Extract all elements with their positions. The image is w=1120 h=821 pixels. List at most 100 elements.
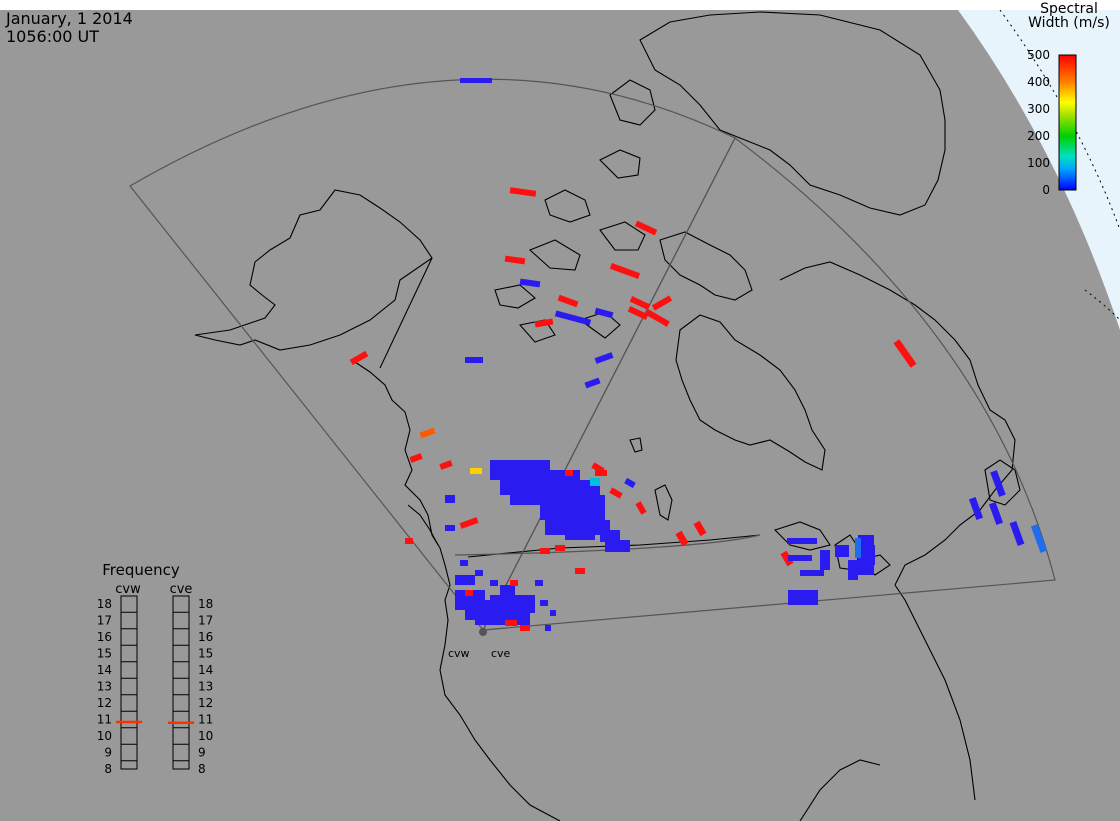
- frequency-scale-label: 17: [198, 614, 213, 628]
- frequency-scale-label: 9: [198, 746, 206, 760]
- echo-cell: [787, 538, 817, 544]
- echo-cell: [349, 350, 369, 366]
- echo-cell: [609, 263, 641, 279]
- echo-cell: [848, 560, 858, 580]
- echo-cell: [535, 580, 543, 586]
- fov-inner-arc: [454, 534, 761, 556]
- frequency-title: Frequency: [102, 561, 180, 579]
- frequency-scale-label: 17: [97, 614, 112, 628]
- echo-cell: [520, 595, 535, 605]
- echo-cell: [550, 610, 556, 616]
- echo-cell: [419, 427, 436, 439]
- frequency-scale-label: 16: [198, 630, 213, 644]
- echo-cell: [545, 625, 551, 631]
- echo-cell: [594, 307, 614, 319]
- echo-cell: [575, 568, 585, 574]
- echo-cell: [409, 453, 423, 463]
- echo-cell: [893, 339, 917, 368]
- echo-cell: [627, 306, 649, 320]
- time-label: 1056:00 UT: [6, 27, 99, 46]
- echo-cell: [800, 570, 824, 576]
- frequency-bar-cvw: [120, 595, 138, 770]
- echo-cell: [505, 620, 517, 626]
- echo-cell: [519, 278, 541, 288]
- echo-cell: [835, 545, 849, 557]
- colorbar-tick-label: 300: [1027, 102, 1050, 116]
- echo-cell: [545, 520, 575, 535]
- echo-cell: [439, 460, 453, 470]
- echo-cell: [540, 548, 550, 554]
- radar-site-marker: [479, 628, 487, 636]
- echo-cell: [557, 294, 579, 308]
- echo-cell: [465, 590, 473, 596]
- frequency-scale-label: 14: [198, 663, 213, 677]
- echo-cell: [675, 530, 689, 547]
- colorbar-title-line2: Width (m/s): [1028, 15, 1110, 31]
- echo-cell: [820, 550, 830, 570]
- frequency-scale-label: 16: [97, 630, 112, 644]
- echo-cell: [534, 318, 554, 328]
- echo-cell: [988, 501, 1004, 526]
- echo-cell: [590, 478, 600, 486]
- echo-cell: [445, 525, 455, 531]
- echo-cell: [465, 357, 483, 363]
- echo-cell: [525, 605, 535, 613]
- frequency-bar-cve: [172, 595, 190, 770]
- frequency-label-cve: cve: [170, 582, 193, 597]
- echo-cell: [624, 477, 636, 489]
- frequency-label-cvw: cvw: [115, 582, 141, 597]
- frequency-scale-label: 15: [198, 647, 213, 661]
- echo-cell: [554, 310, 592, 326]
- echo-cell: [475, 570, 483, 576]
- echo-cell: [605, 540, 630, 552]
- frequency-scale-label: 12: [198, 696, 213, 710]
- echo-cell: [595, 470, 607, 476]
- echo-cell: [609, 487, 623, 499]
- echo-cell: [460, 78, 492, 83]
- echo-cell: [645, 309, 670, 327]
- echo-cell: [459, 517, 479, 529]
- echo-cell: [968, 496, 984, 521]
- colorbar-gradient: [1058, 54, 1077, 191]
- frequency-scale-label: 10: [198, 729, 213, 743]
- echo-cell: [520, 625, 530, 631]
- date-label: January, 1 2014: [5, 9, 133, 28]
- echo-cell: [590, 505, 605, 525]
- echo-cell: [635, 501, 647, 515]
- colorbar-tick-label: 500: [1027, 48, 1050, 62]
- echo-cell: [515, 615, 530, 625]
- colorbar-tick-label: 0: [1042, 183, 1050, 197]
- colorbar-title-line1: Spectral: [1040, 1, 1098, 17]
- echo-cell: [594, 352, 614, 364]
- frequency-scale-label: 10: [97, 729, 112, 743]
- frequency-scale-label: 13: [198, 680, 213, 694]
- frequency-scale-label: 9: [104, 746, 112, 760]
- dayside-region: [958, 10, 1120, 330]
- echo-cell: [651, 295, 673, 311]
- frequency-scale-label: 15: [97, 647, 112, 661]
- echo-cell: [855, 538, 861, 558]
- echo-cell: [634, 220, 658, 236]
- colorbar-tick-label: 200: [1027, 129, 1050, 143]
- echo-cell: [788, 590, 818, 605]
- frequency-scale-label: 8: [104, 762, 112, 776]
- echo-cell: [555, 545, 565, 551]
- echo-cell: [405, 538, 413, 544]
- frequency-scale-label: 11: [97, 713, 112, 727]
- echo-cell: [565, 470, 573, 476]
- echo-cell: [504, 255, 526, 265]
- echo-cell: [1030, 524, 1048, 553]
- radar-label-cvw: cvw: [448, 647, 470, 660]
- frequency-panel: Frequency cvw cve 18 18 17 17 16 16 15 15 14 14 13…: [97, 561, 214, 776]
- echo-cell: [445, 495, 455, 503]
- echo-cell: [500, 585, 515, 595]
- echo-cell: [600, 530, 620, 542]
- echo-cell: [490, 580, 498, 586]
- terminator-line-lower: [1084, 289, 1120, 321]
- colorbar-tick-label: 400: [1027, 75, 1050, 89]
- echo-cell: [540, 600, 548, 606]
- echo-cell: [460, 560, 468, 566]
- frequency-scale-label: 12: [97, 696, 112, 710]
